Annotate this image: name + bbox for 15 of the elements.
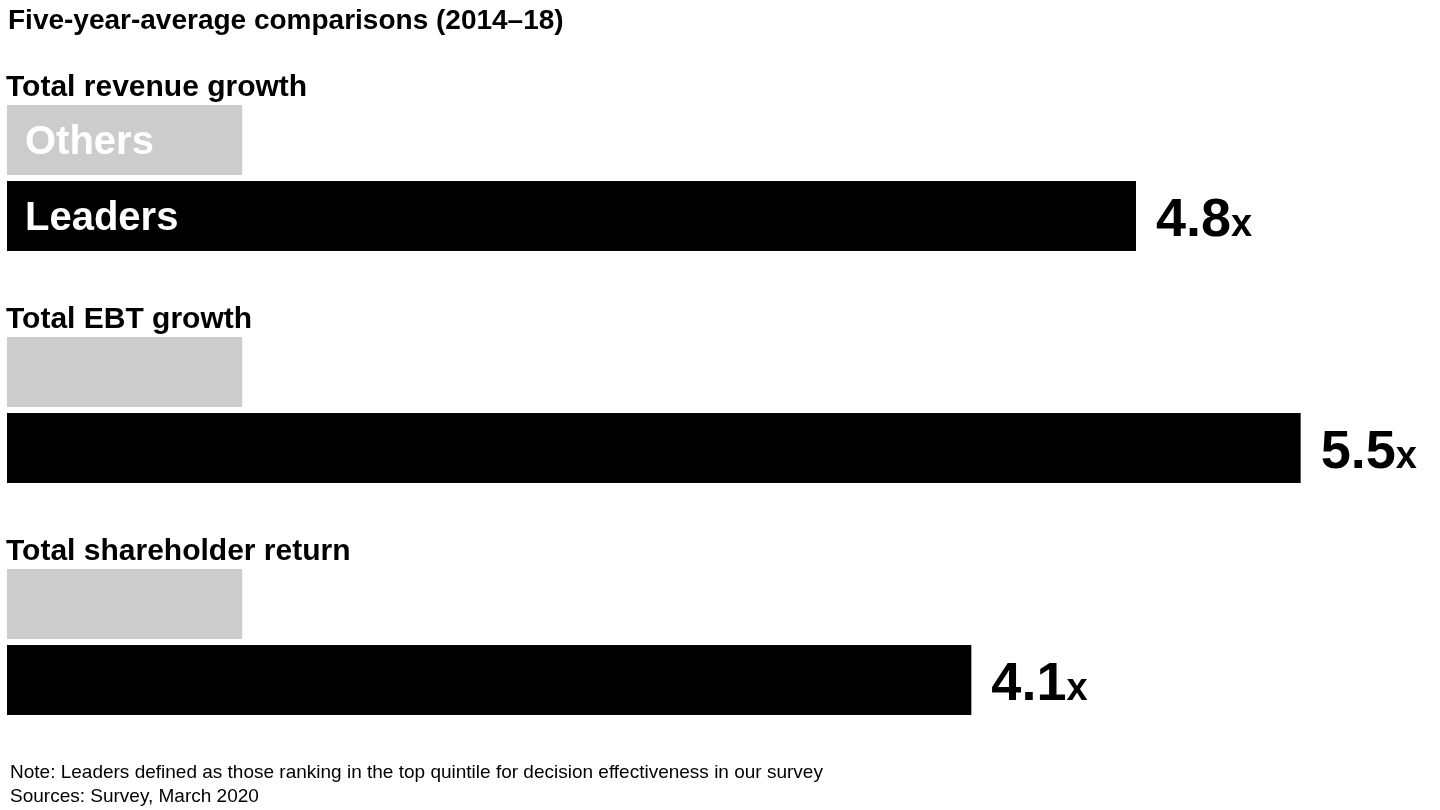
- data-label: 5.5x: [1320, 419, 1417, 479]
- series-label: Leaders: [25, 194, 179, 238]
- data-label: 4.1x: [991, 651, 1088, 711]
- bar: [7, 645, 972, 715]
- chart-title: Five-year-average comparisons (2014–18): [8, 3, 565, 36]
- y-tick-label: Total shareholder return: [6, 533, 351, 566]
- y-tick-label: Total EBT growth: [6, 301, 253, 334]
- bar: [7, 181, 1136, 251]
- data-label: 4.8x: [1155, 187, 1253, 247]
- y-tick-label: Total revenue growth: [6, 69, 308, 102]
- source-note: Sources: Survey, March 2020: [10, 784, 260, 808]
- annotation: Note: Leaders defined as those ranking in the top quintile for decision effectiveness in our survey: [10, 760, 824, 784]
- bar: [7, 569, 243, 639]
- bar: [7, 413, 1301, 483]
- bar: [7, 337, 243, 407]
